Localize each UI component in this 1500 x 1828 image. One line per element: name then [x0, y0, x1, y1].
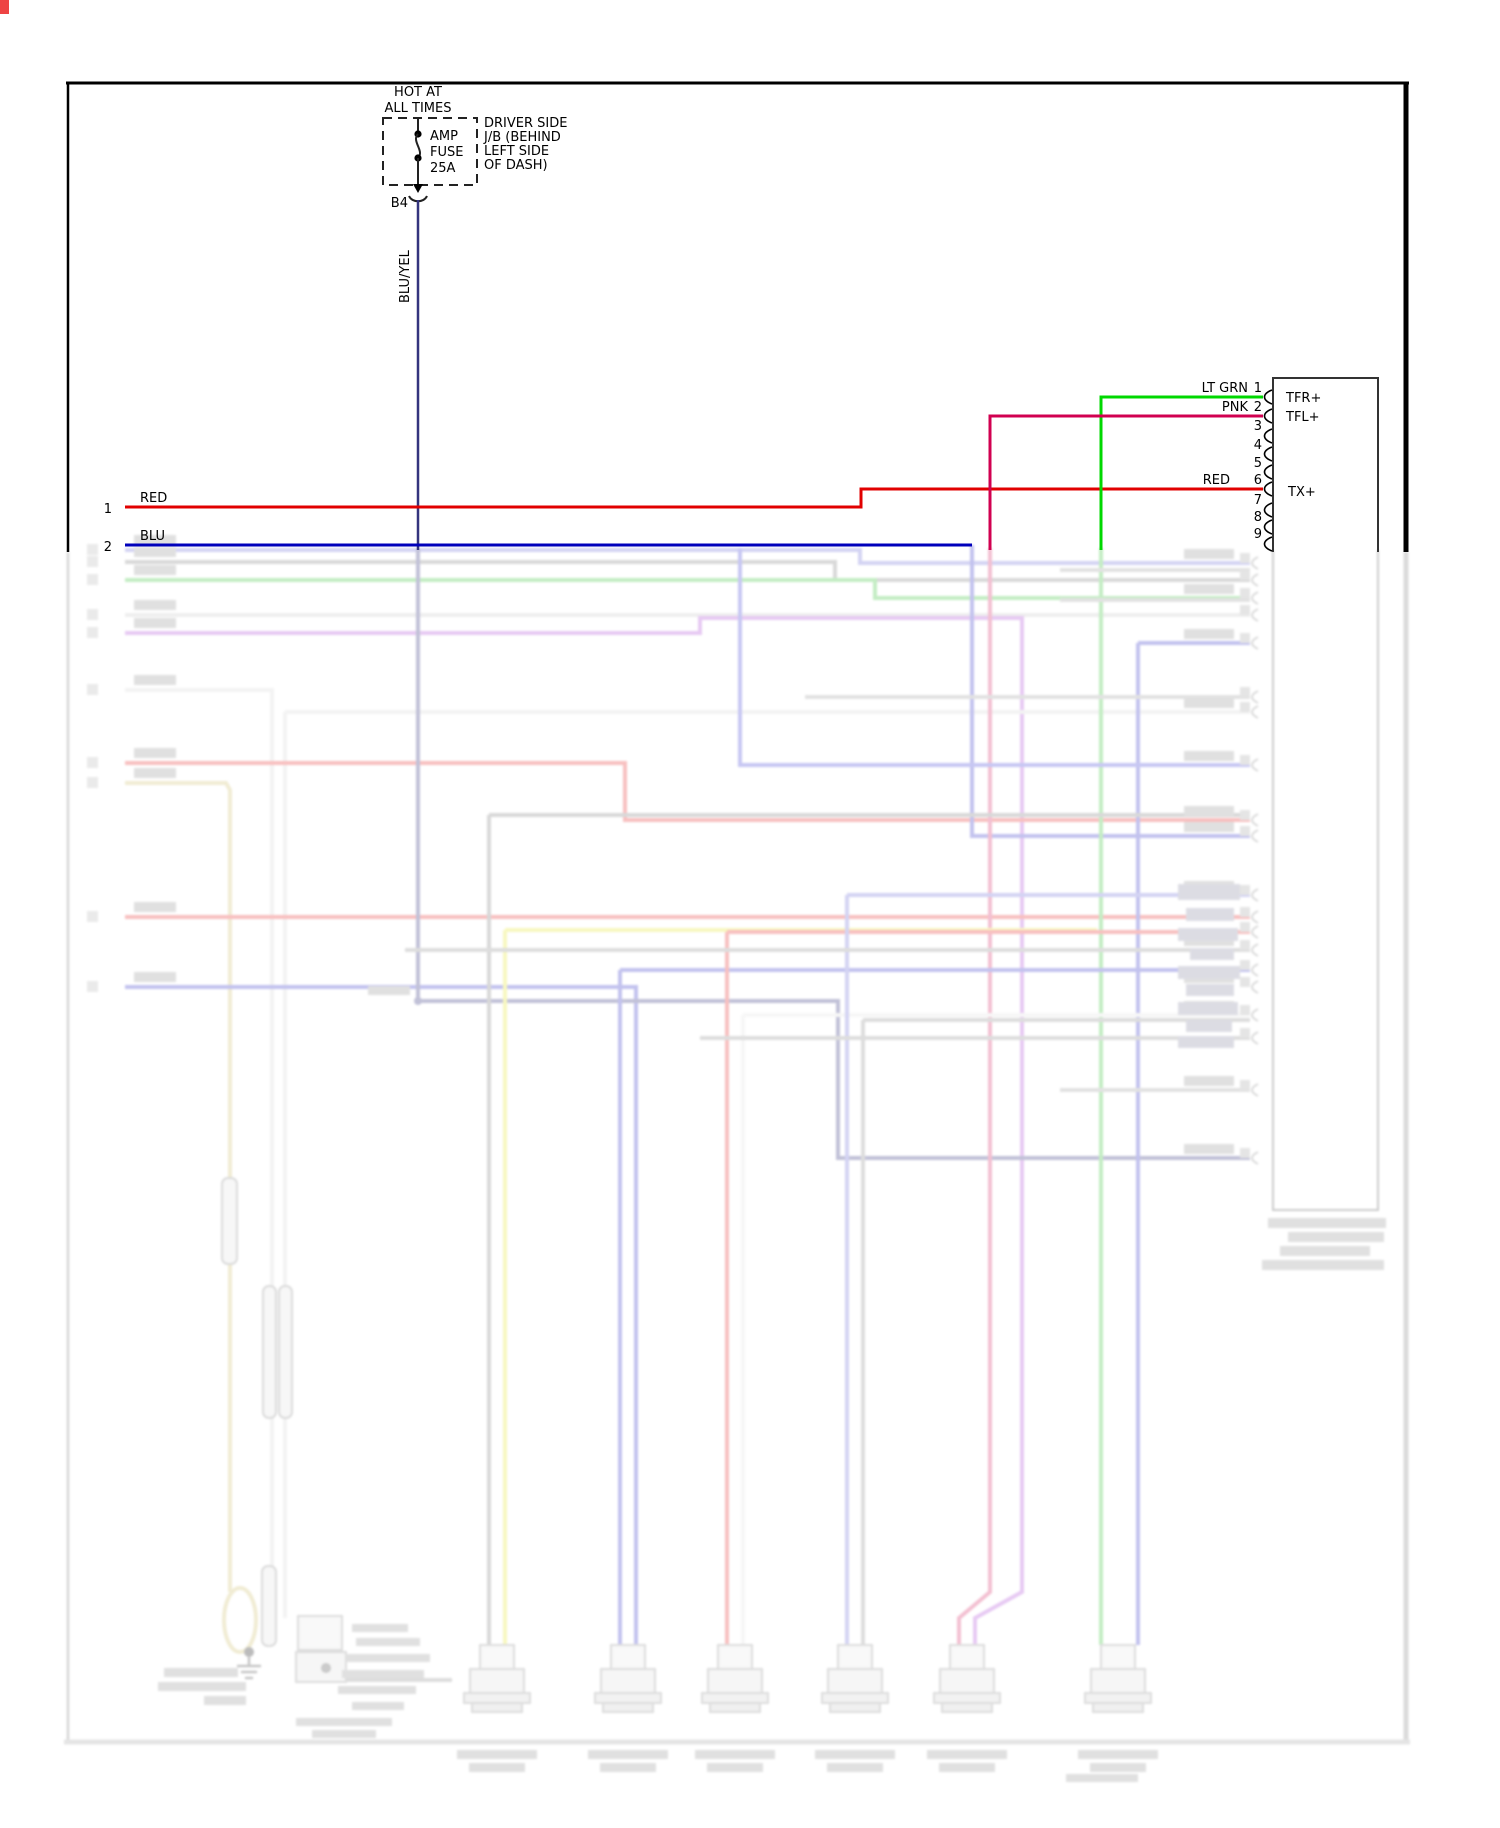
left-pin-2-wire-label: BLU	[140, 529, 165, 544]
jb-label-2: J/B (BEHIND	[483, 130, 561, 145]
lt-grn-wire-label: LT GRN	[1202, 381, 1248, 396]
left-pin-1-wire-label: RED	[140, 491, 167, 506]
pnk-wire	[988, 414, 1263, 550]
svg-text:2: 2	[1254, 400, 1262, 415]
svg-text:8: 8	[1254, 510, 1262, 525]
jb-label-3: LEFT SIDE	[484, 144, 549, 159]
svg-text:7: 7	[1254, 493, 1262, 508]
fuse-label-25a: 25A	[430, 161, 456, 176]
all-times-label: ALL TIMES	[385, 101, 452, 116]
svg-text:5: 5	[1254, 456, 1262, 471]
svg-text:3: 3	[1254, 419, 1262, 434]
arrow-down-icon	[413, 184, 423, 193]
fuse-label-amp: AMP	[430, 129, 458, 144]
pin-bracket-icons	[1263, 389, 1273, 552]
jb-label-1: DRIVER SIDE	[484, 116, 567, 131]
fuse-label-fuse: FUSE	[430, 145, 463, 160]
fuse-pin-b4: B4	[391, 196, 408, 211]
left-pin-1: 1	[104, 502, 112, 517]
red-wire	[125, 487, 1263, 509]
pnk-wire-label: PNK	[1222, 400, 1249, 415]
page-border	[66, 81, 1409, 552]
faded-underlayer	[64, 535, 1410, 1782]
corner-red-mark	[0, 0, 9, 14]
svg-text:6: 6	[1254, 473, 1262, 488]
signal-tfr: TFR+	[1285, 391, 1321, 406]
right-connector-pin-numbers: 1 2 3 4 5 6 7 8 9	[1254, 381, 1262, 542]
signal-tfl: TFL+	[1285, 410, 1320, 425]
junction-box-outline	[382, 117, 478, 186]
svg-text:9: 9	[1254, 527, 1262, 542]
signal-tx: TX+	[1287, 485, 1316, 500]
hot-at-label: HOT AT	[394, 85, 442, 100]
red-tx-wire-label: RED	[1203, 473, 1230, 488]
left-pin-2: 2	[104, 540, 112, 555]
jb-label-4: OF DASH)	[484, 158, 548, 173]
crisp-layer: HOT AT ALL TIMES AMP FUSE 25A DRIVER SID…	[0, 0, 1409, 555]
lt-grn-wire	[1099, 395, 1263, 550]
svg-text:1: 1	[1254, 381, 1262, 396]
right-connector-box	[1272, 377, 1379, 552]
fuse-symbol	[408, 118, 428, 203]
svg-text:4: 4	[1254, 438, 1262, 453]
blu-yel-wire-label: BLU/YEL	[398, 249, 413, 303]
